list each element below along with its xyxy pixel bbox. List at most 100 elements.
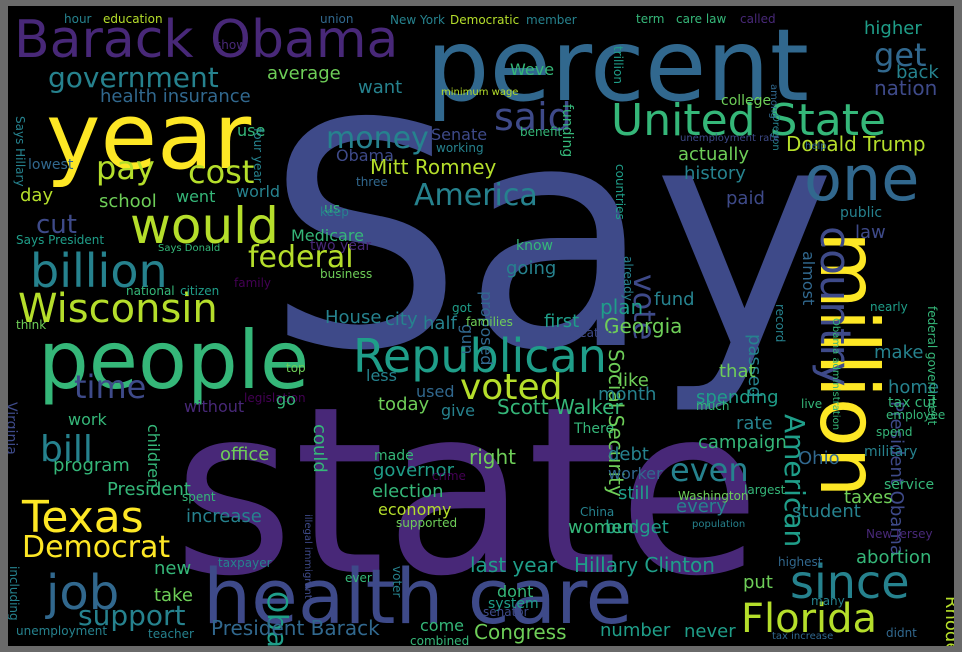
word-that: that: [719, 361, 756, 382]
word-combined: combined: [410, 634, 470, 646]
word-debt: debt: [608, 444, 649, 465]
word-virginia: Virginia: [8, 402, 19, 455]
word-back: back: [896, 62, 939, 83]
word-still: still: [618, 483, 650, 504]
word-term: term: [636, 12, 665, 26]
word-florida: Florida: [741, 596, 878, 642]
word-campaign: campaign: [698, 432, 787, 453]
word-united-state: United State: [611, 95, 887, 146]
word-think: think: [16, 318, 47, 332]
word-average: average: [267, 63, 341, 84]
word-top: top: [286, 361, 306, 375]
word-cut: cut: [36, 210, 77, 240]
word-said: said: [494, 95, 572, 139]
word-take: take: [154, 585, 193, 606]
word-ever: ever: [345, 571, 372, 585]
word-tax-increase: tax increase: [772, 631, 834, 642]
word-spending: spending: [696, 387, 779, 408]
word-care-law: care law: [676, 12, 727, 26]
word-show: show: [215, 38, 247, 52]
word-system: system: [488, 596, 539, 612]
word-congress: Congress: [474, 620, 567, 644]
word-public: public: [840, 205, 883, 221]
word-republican: Republican: [353, 329, 607, 383]
word-law: law: [855, 222, 886, 243]
word-bill: bill: [40, 429, 93, 470]
word-nation: nation: [874, 76, 938, 100]
word-put: put: [743, 572, 773, 593]
word-weve: Weve: [510, 60, 555, 79]
word-families: families: [466, 315, 513, 329]
word-people: people: [38, 314, 310, 407]
word-job: job: [46, 565, 120, 621]
word-office: office: [220, 444, 270, 465]
word-world: world: [236, 182, 281, 201]
word-teacher: teacher: [148, 627, 194, 641]
word-employee: employee: [886, 408, 946, 422]
word-home: home: [888, 377, 940, 398]
word-health-insurance: health insurance: [100, 86, 251, 107]
word-budget: budget: [605, 517, 669, 538]
word-education: education: [103, 12, 163, 26]
word-record: record: [773, 304, 787, 343]
word-scott-walker: Scott Walker: [497, 395, 623, 419]
word-spent: spent: [182, 490, 216, 504]
word-democratic: Democratic: [450, 13, 520, 27]
word-service: service: [884, 477, 935, 493]
word-every: every: [676, 496, 727, 517]
word-hillary-clinton: Hillary Clinton: [574, 553, 715, 577]
word-billion: billion: [30, 244, 168, 298]
word-mitt-romney: Mitt Romney: [370, 155, 497, 179]
word-including: including: [8, 566, 21, 621]
word-city: city: [385, 309, 418, 330]
word-there: There: [574, 421, 615, 437]
word-know: know: [516, 238, 553, 254]
word-would: would: [130, 197, 279, 255]
word-already: already: [621, 256, 635, 301]
word-senator: senator: [483, 605, 529, 619]
word-use: use: [237, 121, 266, 140]
word-fund: fund: [654, 289, 695, 310]
word-rhode-island: Rhode Island: [941, 596, 954, 646]
word-election: election: [372, 481, 444, 502]
word-day: day: [20, 185, 54, 206]
word-largest: largest: [744, 483, 786, 497]
word-help: help: [805, 141, 827, 152]
word-live: live: [801, 397, 823, 411]
word-federal: federal: [248, 240, 354, 275]
word-legislation: legislation: [244, 391, 306, 405]
word-two-year: two year: [310, 238, 372, 254]
word-year: year: [46, 83, 252, 190]
word-pay: pay: [96, 149, 155, 187]
word-dont: dont: [497, 582, 534, 601]
word-made: made: [374, 448, 414, 464]
word-month: month: [598, 384, 657, 405]
word-want: want: [358, 77, 403, 98]
word-texas: Texas: [22, 492, 144, 543]
word-taxes: taxes: [844, 487, 893, 508]
word-much: much: [696, 399, 730, 413]
word-keep: keep: [320, 205, 349, 219]
word-program: program: [53, 455, 130, 476]
word-almost: almost: [799, 251, 818, 306]
word-rate: rate: [736, 413, 773, 434]
word-president: President: [107, 479, 191, 500]
word-voted: voted: [460, 367, 563, 408]
word-house: House: [325, 307, 382, 328]
word-didnt: didnt: [886, 626, 917, 640]
word-three: three: [356, 175, 388, 189]
word-increase: increase: [186, 506, 262, 527]
word-member: member: [526, 13, 577, 27]
word-women: women: [568, 517, 634, 538]
word-federal-government: federal government: [925, 306, 939, 426]
word-make: make: [874, 342, 924, 363]
word-less: less: [366, 366, 397, 385]
word-population: population: [692, 519, 746, 530]
word-right: right: [469, 445, 516, 469]
word-national: national: [126, 284, 175, 298]
word-could: could: [309, 424, 330, 473]
word-today: today: [378, 394, 430, 415]
word-president-barack: President Barack: [211, 616, 380, 640]
word-donald-trump: Donald Trump: [786, 132, 926, 156]
word-four-year: four year: [251, 128, 265, 183]
